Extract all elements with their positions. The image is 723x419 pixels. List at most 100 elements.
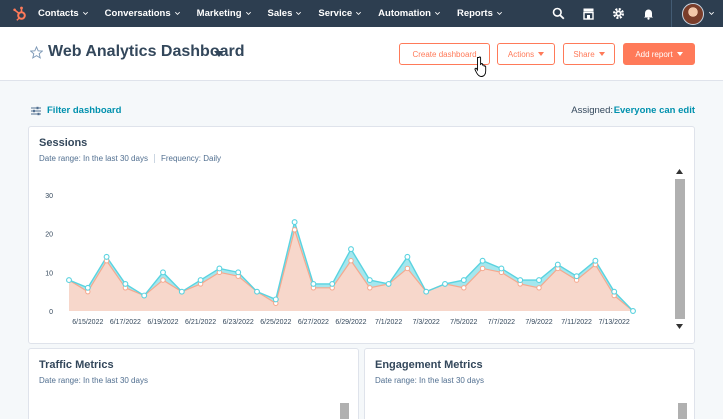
frequency-label: Frequency: Daily <box>160 154 221 163</box>
button-label: Actions <box>507 49 535 59</box>
filter-dashboard-link[interactable]: Filter dashboard <box>47 105 122 116</box>
nav-item-label: Reports <box>456 8 493 19</box>
series-1-point <box>84 284 91 291</box>
caret-down-icon <box>538 52 545 56</box>
report-title[interactable]: Sessions <box>39 137 88 149</box>
series-1-point <box>197 277 204 284</box>
x-tick-label: 7/3/2022 <box>413 319 440 326</box>
x-tick-label: 6/23/2022 <box>223 319 254 326</box>
series-1-point <box>291 219 298 226</box>
series-1-point <box>554 261 561 268</box>
scrollbar-thumb[interactable] <box>340 403 349 419</box>
series-1-point <box>385 280 392 287</box>
button-label: Create dashboard <box>412 49 477 59</box>
nav-item-conversations[interactable]: Conversations <box>105 8 181 19</box>
date-range-label: Date range: In the last 30 days <box>39 376 148 385</box>
series-1-point <box>630 308 636 314</box>
create-dashboard-button[interactable]: Create dashboard <box>399 43 490 65</box>
series-1-point <box>404 253 411 260</box>
nav-item-label: Conversations <box>104 8 171 19</box>
series-1-point <box>141 292 148 299</box>
y-tick-label: 30 <box>45 193 53 200</box>
hand-cursor-icon <box>474 56 487 77</box>
chevron-down-icon <box>434 11 440 15</box>
add-report-button[interactable]: Add report <box>623 43 695 65</box>
nav-item-label: Marketing <box>196 8 242 19</box>
engagement-metrics-card: Engagement Metrics Date range: In the la… <box>364 348 695 419</box>
nav-item-marketing[interactable]: Marketing <box>197 8 252 19</box>
hubspot-logo-icon[interactable] <box>10 4 30 24</box>
nav-item-sales[interactable]: Sales <box>268 8 303 19</box>
caret-down-icon <box>676 52 683 56</box>
series-2-point <box>348 258 354 264</box>
x-tick-label: 7/13/2022 <box>599 319 630 326</box>
report-title[interactable]: Traffic Metrics <box>39 359 114 371</box>
report-title[interactable]: Engagement Metrics <box>375 359 483 371</box>
series-1-point <box>272 296 279 303</box>
chevron-down-icon <box>245 11 251 15</box>
notifications-icon[interactable] <box>641 7 655 21</box>
actions-button[interactable]: Actions <box>497 43 555 65</box>
series-2-point <box>367 285 373 291</box>
x-tick-label: 7/1/2022 <box>375 319 402 326</box>
series-1-point <box>611 288 618 295</box>
y-tick-label: 10 <box>45 270 53 277</box>
scrollbar[interactable] <box>675 169 685 329</box>
scrollbar-thumb[interactable] <box>678 403 687 419</box>
x-tick-label: 7/5/2022 <box>450 319 477 326</box>
filter-row: Filter dashboard Assigned: Everyone can … <box>0 100 723 122</box>
assigned-value-link[interactable]: Everyone can edit <box>613 105 695 116</box>
x-tick-label: 6/19/2022 <box>147 319 178 326</box>
series-1-point <box>536 277 542 284</box>
scroll-down-arrow-icon[interactable] <box>676 324 683 329</box>
series-1-point <box>442 280 448 287</box>
nav-item-label: Contacts <box>38 8 79 19</box>
x-tick-label: 6/25/2022 <box>260 319 291 326</box>
traffic-metrics-card: Traffic Metrics Date range: In the last … <box>28 348 359 419</box>
button-label: Share <box>573 49 595 59</box>
nav-item-service[interactable]: Service <box>318 8 362 19</box>
scroll-up-arrow-icon[interactable] <box>676 169 683 174</box>
nav-item-contacts[interactable]: Contacts <box>38 8 89 19</box>
nav-item-label: Automation <box>378 8 431 19</box>
avatar[interactable] <box>682 2 704 25</box>
x-tick-label: 6/15/2022 <box>72 319 103 326</box>
chevron-down-icon <box>296 11 302 15</box>
divider <box>153 154 155 163</box>
nav-item-reports[interactable]: Reports <box>457 8 503 19</box>
date-range-text: Date range: In the last 30 days <box>375 376 484 385</box>
sessions-chart: 0 10 20 30 6/15/2022 6/17/2022 6/19/2022 6/21/2… <box>45 193 636 326</box>
caret-down-icon <box>598 52 605 56</box>
search-icon[interactable] <box>551 7 565 21</box>
share-button[interactable]: Share <box>563 43 615 65</box>
nav-item-label: Sales <box>267 8 293 19</box>
top-navigation: Contacts Conversations Marketing Sales S… <box>0 0 723 27</box>
chevron-down-icon <box>496 11 502 15</box>
star-icon[interactable] <box>30 46 43 59</box>
date-range-label: Date range: In the last 30 days <box>375 376 484 385</box>
series-1-point <box>479 257 486 264</box>
page-title[interactable]: Web Analytics Dashboard <box>48 43 245 60</box>
scrollbar-thumb[interactable] <box>675 179 685 319</box>
series-1-point <box>160 269 166 276</box>
date-range-text: Date range: In the last 30 days <box>39 376 148 385</box>
assigned-label: Assigned: <box>571 105 613 116</box>
date-range-label: Date range: In the last 30 days <box>39 154 148 163</box>
series-2-point <box>160 277 166 283</box>
series-1-point <box>310 280 317 287</box>
series-1-point <box>178 288 185 295</box>
chevron-down-icon[interactable] <box>708 10 715 17</box>
x-tick-label: 7/11/2022 <box>561 319 592 326</box>
caret-down-icon[interactable] <box>214 51 224 57</box>
y-tick-label: 0 <box>49 309 53 316</box>
settings-icon[interactable] <box>611 7 625 21</box>
x-tick-label: 6/29/2022 <box>335 319 366 326</box>
filter-icon[interactable] <box>31 106 41 116</box>
report-subtitle: Date range: In the last 30 days Frequenc… <box>39 154 221 163</box>
nav-item-automation[interactable]: Automation <box>378 8 441 19</box>
chevron-down-icon <box>174 11 180 15</box>
series-1-point <box>498 265 505 272</box>
marketplace-icon[interactable] <box>581 7 595 21</box>
y-tick-label: 20 <box>45 232 53 239</box>
nav-divider <box>671 0 672 27</box>
